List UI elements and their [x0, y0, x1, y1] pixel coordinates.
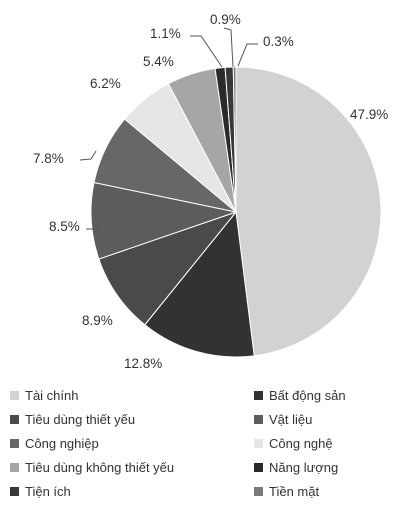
slice-data-label: 12.8% [124, 356, 162, 371]
legend-item: Tiện ích [10, 484, 71, 499]
slice-data-label: 0.9% [210, 12, 241, 27]
leader-lines [79, 27, 258, 230]
pie-slice [232, 66, 237, 213]
slice-data-label: 8.5% [49, 219, 80, 234]
legend-label: Năng lượng [269, 460, 339, 475]
legend-label: Tiện ích [25, 484, 71, 499]
legend-label: Tiền mặt [269, 484, 320, 499]
legend-label: Công nghệ [269, 436, 333, 451]
slice-data-label: 7.8% [33, 151, 64, 166]
legend-swatch [10, 391, 19, 400]
slice-data-label: 8.9% [82, 313, 113, 328]
legend-item: Tiêu dùng không thiết yếu [10, 460, 174, 475]
leader-line [223, 27, 234, 68]
leader-line [86, 221, 101, 230]
leader-line [190, 35, 223, 68]
legend-swatch [254, 391, 263, 400]
legend-swatch [254, 487, 263, 496]
pie-slices [90, 66, 382, 358]
legend-label: Vật liệu [269, 412, 313, 427]
legend-item: Tiền mặt [254, 484, 319, 499]
leader-line [79, 150, 97, 161]
slice-labels: 47.9% 12.8% 8.9% 8.5% 7.8% 6.2% 5.4% 1.1% 0.9% 0.… [33, 12, 388, 371]
legend-swatch [254, 439, 263, 448]
pie-chart: 47.9% 12.8% 8.9% 8.5% 7.8% 6.2% 5.4% 1.1% 0.9% 0.… [33, 12, 388, 371]
legend-swatch [254, 415, 263, 424]
legend-item: Vật liệu [254, 412, 312, 427]
legend-label: Tài chính [25, 388, 79, 403]
slice-data-label: 0.3% [263, 34, 294, 49]
slice-data-label: 1.1% [150, 26, 181, 41]
slice-data-label: 6.2% [90, 76, 121, 91]
legend-item: Công nghiệp [10, 436, 99, 451]
legend-item: Tài chính [10, 388, 78, 403]
legend-label: Công nghiệp [25, 436, 99, 451]
legend-swatch [10, 463, 19, 472]
slice-data-label: 47.9% [350, 107, 388, 122]
legend-label: Tiêu dùng thiết yếu [25, 412, 136, 427]
legend-swatch [10, 439, 19, 448]
legend-item: Năng lượng [254, 460, 338, 475]
legend-swatch [254, 463, 263, 472]
legend-label: Bất động sản [269, 388, 346, 403]
pie-slice [144, 210, 255, 358]
legend-swatch [10, 415, 19, 424]
legend-label: Tiêu dùng không thiết yếu [25, 460, 175, 475]
legend-item: Công nghệ [254, 436, 333, 451]
legend-item: Bất động sản [254, 388, 346, 403]
pie-slice [235, 66, 382, 357]
legend-swatch [10, 487, 19, 496]
legend-item: Tiêu dùng thiết yếu [10, 412, 135, 427]
pie-slice [98, 210, 238, 326]
slice-data-label: 5.4% [143, 54, 174, 69]
leader-line [237, 43, 258, 67]
